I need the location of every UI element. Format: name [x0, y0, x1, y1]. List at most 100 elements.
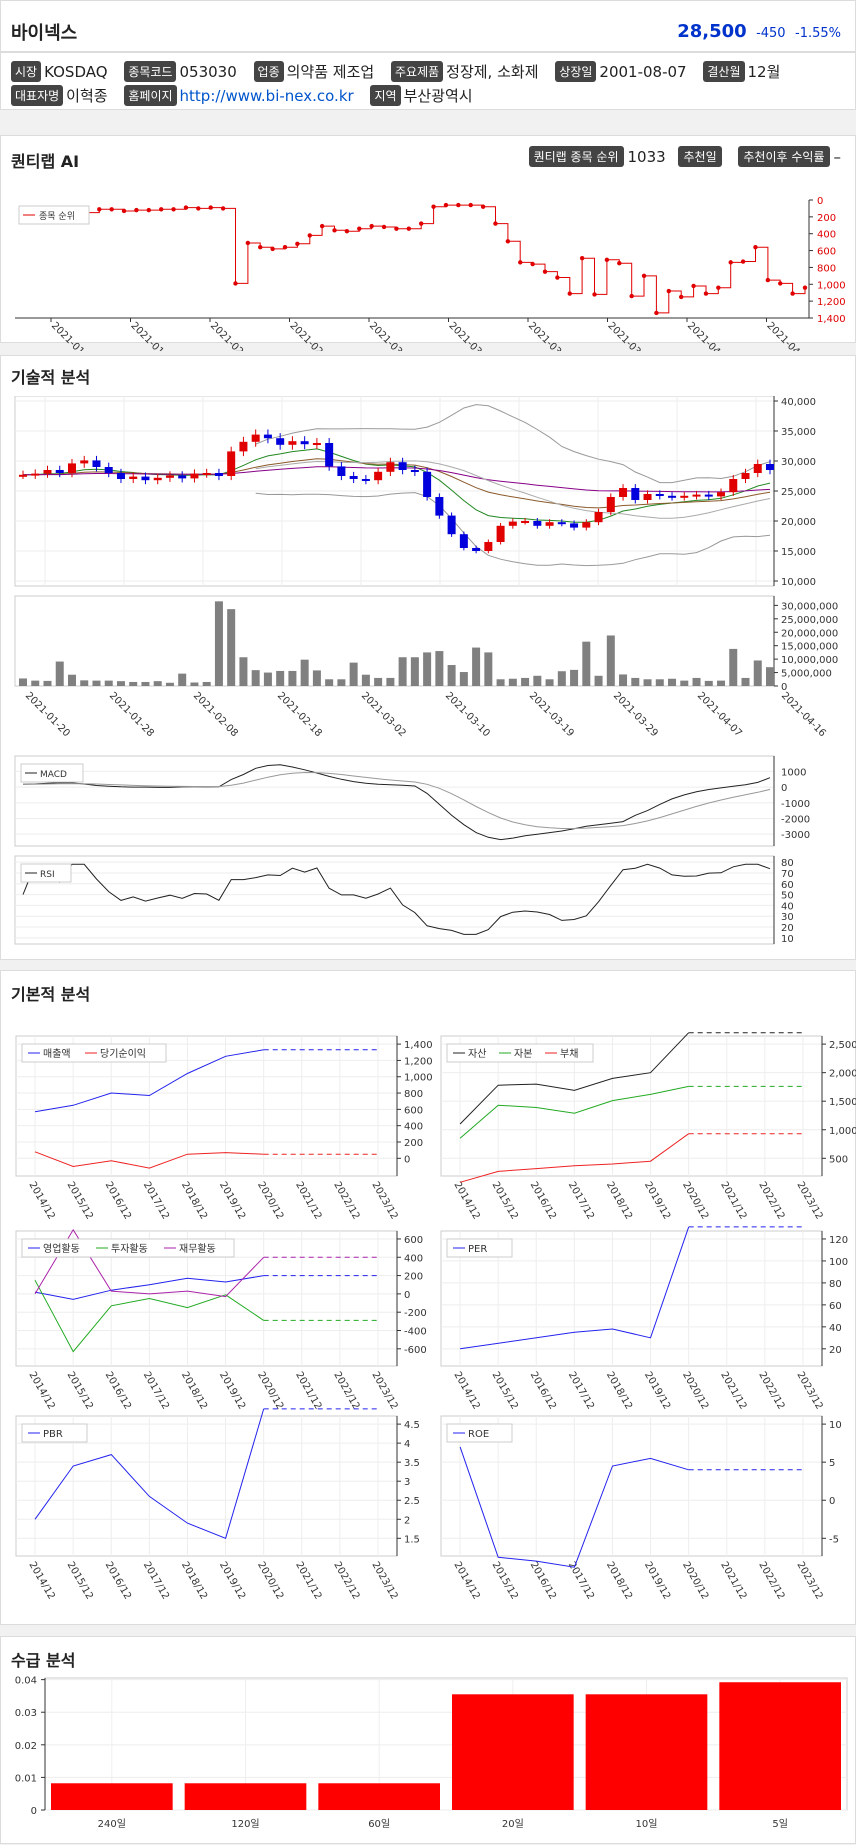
supply-ytick-label: 0.01 — [15, 1773, 37, 1784]
rank-point — [567, 291, 572, 296]
industry-value: 의약품 제조업 — [286, 63, 375, 81]
volume-bar — [582, 641, 591, 686]
code-tag: 종목코드 — [124, 61, 177, 82]
candle-body — [680, 495, 689, 498]
c3-legend-label: 영업활동 — [43, 1242, 80, 1255]
c4-legend-label: PER — [468, 1244, 487, 1255]
c4-xtick-label: 2018/12 — [604, 1370, 634, 1411]
candle-body — [484, 542, 493, 551]
c1-legend-label: 당기순이익 — [100, 1048, 146, 1060]
candle-body — [337, 466, 346, 476]
c2-legend-label: 자산 — [468, 1048, 486, 1060]
volume-bar — [227, 609, 236, 686]
rank-point — [530, 261, 535, 267]
rank-line — [25, 204, 806, 314]
rsi-ytick-label: 80 — [781, 858, 794, 869]
rank-point — [617, 261, 622, 266]
rank-point — [418, 221, 424, 226]
technical-charts: 40,000 35,000 30,000 25,000 20,000 15,000 10,0… — [14, 396, 838, 945]
c1-xtick-label: 2022/12 — [331, 1180, 361, 1221]
macd-signal-line — [22, 771, 771, 829]
homepage-link[interactable]: http://www.bi-nex.co.kr — [179, 86, 354, 105]
rank-point — [270, 246, 275, 252]
c4-ytick-label: 20 — [829, 1345, 842, 1356]
c6-ytick-label: 5 — [829, 1458, 835, 1469]
region-value: 부산광역시 — [403, 87, 473, 105]
c3-legend-label: 투자활동 — [111, 1242, 148, 1255]
rank-xtick-label: 2021-03-02 — [367, 320, 416, 351]
volume-bar — [374, 677, 383, 686]
c1-series-line — [34, 1151, 264, 1169]
products-value: 정장제, 소화제 — [446, 63, 539, 81]
bollinger-upper — [255, 404, 771, 484]
c1-ytick-label: 1,200 — [404, 1056, 433, 1067]
c6-series-line — [459, 1446, 689, 1568]
c1-ytick-label: 800 — [404, 1089, 423, 1100]
candle-body — [288, 441, 297, 445]
candle-body — [202, 473, 211, 475]
rank-point — [666, 288, 672, 294]
c1-ytick-label: 1,000 — [404, 1073, 433, 1084]
price-ytick-label: 20,000 — [781, 517, 816, 528]
volume-bar — [533, 675, 542, 686]
c5-ytick-label: 4.5 — [404, 1420, 420, 1431]
c5-ytick-label: 2.5 — [404, 1496, 420, 1507]
c2-ytick-label: 1,000 — [829, 1126, 856, 1137]
volume-bar — [545, 679, 554, 686]
supply-bar — [184, 1783, 307, 1810]
candle-body — [692, 494, 701, 497]
candle-body — [386, 462, 395, 472]
volume-bar — [129, 681, 138, 686]
volume-bar — [447, 665, 456, 686]
volume-bar — [410, 657, 419, 686]
candle-body — [239, 441, 248, 452]
c1-xtick-label: 2015/12 — [65, 1180, 95, 1221]
supply-chart: 0.04 0.03 0.02 0.01 0 240일 120일 60일 20일 10일 5일 — [15, 1676, 848, 1830]
volume-bar — [594, 675, 603, 686]
candle-body — [447, 515, 456, 535]
c4-ytick-label: 40 — [829, 1323, 842, 1334]
supply-ytick-label: 0.04 — [15, 1676, 37, 1687]
c5-ytick-label: 4 — [404, 1439, 410, 1450]
candle-body — [521, 521, 530, 523]
candle-body — [398, 462, 407, 470]
c3-xtick-label: 2018/12 — [179, 1370, 209, 1411]
rank-chart: 0 200 400 600 800 1,000 1,200 1,400 2021-01-20 20… — [15, 196, 846, 351]
c5-ytick-label: 3 — [404, 1477, 410, 1488]
rank-point — [604, 257, 610, 263]
c5-xtick-label: 2014/12 — [26, 1560, 56, 1601]
candle-body — [43, 470, 52, 474]
c3-xtick-label: 2020/12 — [255, 1370, 285, 1411]
rank-point — [344, 228, 350, 234]
c2-series-line — [459, 1085, 689, 1139]
volume-bar — [472, 647, 481, 686]
macd-ytick-label: 0 — [781, 783, 787, 794]
rank-point — [753, 245, 758, 250]
c6-xtick-label: 2020/12 — [680, 1560, 710, 1601]
candle-body — [753, 464, 762, 473]
rank-point — [295, 241, 300, 247]
candle-body — [312, 443, 321, 445]
rank-point — [728, 260, 733, 265]
rsi-panel — [14, 855, 775, 945]
volume-bar — [692, 677, 701, 686]
rank-point — [220, 206, 226, 211]
c6-xtick-label: 2021/12 — [718, 1560, 748, 1601]
rank-xtick-label: 2021-03-19 — [526, 320, 575, 351]
rank-point — [282, 245, 288, 250]
fiscal-month-tag: 결산월 — [703, 61, 745, 82]
info-row-1: 시장 KOSDAQ 종목코드 053030 업종 의약품 제조업 주요제품 정장제, 소… — [11, 61, 780, 82]
volume-bar — [104, 680, 113, 686]
volume-bar — [521, 677, 530, 686]
candle-body — [606, 497, 615, 512]
macd-ytick-label: -1000 — [781, 799, 810, 810]
rank-point — [369, 223, 374, 229]
c4-series-line — [460, 1226, 690, 1350]
rank-point — [518, 260, 523, 265]
c5-ytick-label: 1.5 — [404, 1534, 420, 1545]
c5-legend-box — [21, 1423, 88, 1443]
rsi-legend-label: RSI — [40, 870, 55, 880]
c4-xtick-label: 2019/12 — [642, 1370, 672, 1411]
rank-xtick-label: 2021-03-29 — [605, 320, 654, 351]
macd-ytick-label: 1000 — [781, 767, 806, 778]
